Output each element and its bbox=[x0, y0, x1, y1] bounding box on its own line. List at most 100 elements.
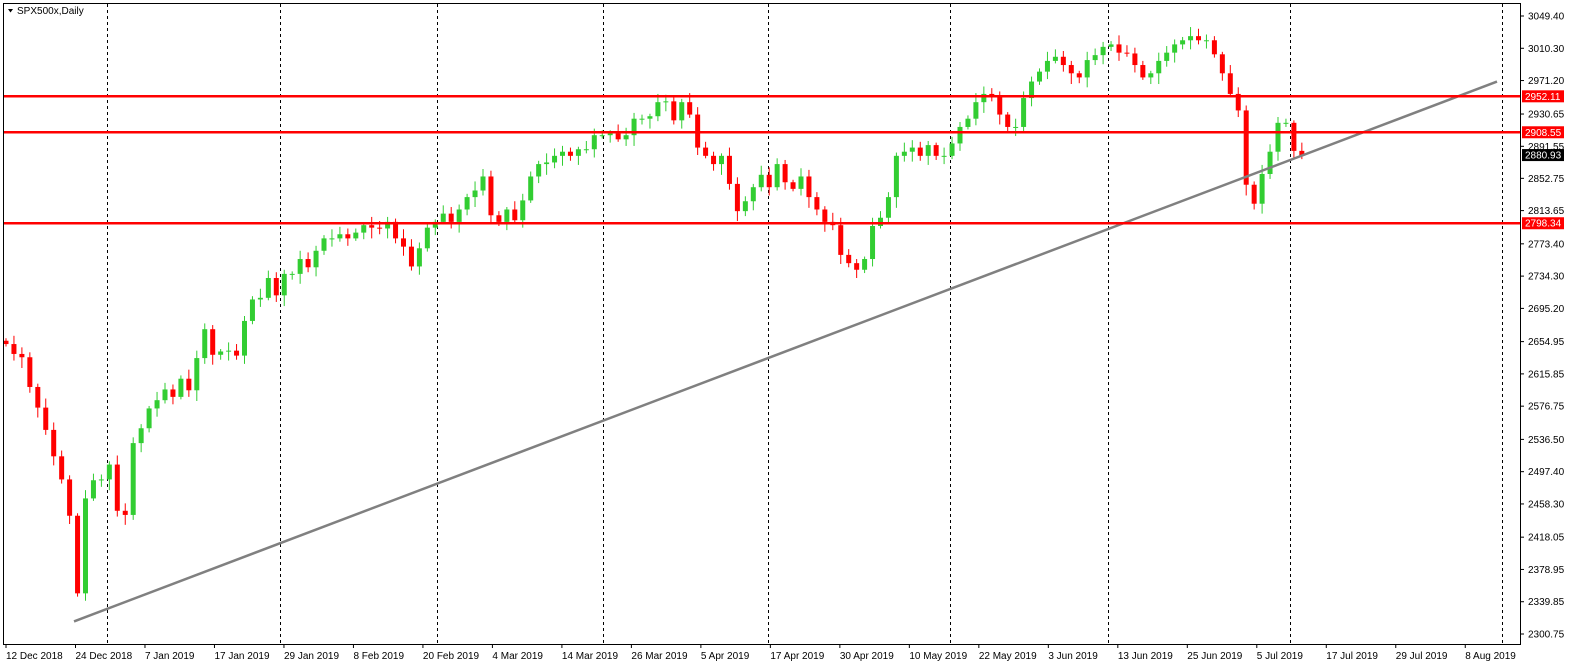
bull-candle bbox=[194, 358, 200, 391]
bull-candle bbox=[862, 259, 868, 270]
bear-candle bbox=[1116, 44, 1122, 53]
bear-candle bbox=[1076, 73, 1082, 78]
bull-candle bbox=[925, 145, 931, 156]
bear-candle bbox=[488, 176, 494, 216]
price-tick-label: 2458.30 bbox=[1528, 499, 1565, 510]
bear-candle bbox=[854, 263, 860, 270]
bull-candle bbox=[385, 221, 391, 229]
bear-candle bbox=[671, 101, 677, 121]
bear-candle bbox=[35, 386, 41, 408]
price-tick-label: 3010.30 bbox=[1528, 44, 1565, 55]
bear-candle bbox=[3, 340, 9, 345]
price-tick-label: 2339.85 bbox=[1528, 597, 1565, 608]
bull-candle bbox=[90, 480, 96, 499]
bear-candle bbox=[1235, 93, 1241, 111]
bull-candle bbox=[1267, 151, 1273, 174]
time-tick-label: 12 Dec 2018 bbox=[6, 651, 63, 662]
bear-candle bbox=[814, 197, 820, 210]
bull-candle bbox=[432, 221, 438, 228]
bear-candle bbox=[170, 389, 176, 397]
level-lines[interactable]: 2952.11 2908.55 2798.34 2880.93 bbox=[4, 90, 1564, 230]
price-axis[interactable]: 3049.40 3010.30 2971.20 2930.65 2891.55 2852.… bbox=[1520, 12, 1565, 641]
bull-candle bbox=[178, 378, 184, 397]
bull-candle bbox=[957, 126, 963, 144]
bear-candle bbox=[369, 225, 375, 228]
bear-candle bbox=[273, 278, 279, 296]
support-trendline[interactable] bbox=[73, 80, 1498, 623]
bear-candle bbox=[838, 225, 844, 255]
time-axis[interactable]: 12 Dec 2018 24 Dec 2018 7 Jan 2019 17 Jan 2… bbox=[5, 644, 1516, 662]
bear-candle bbox=[1068, 65, 1074, 74]
bear-candle bbox=[393, 221, 399, 239]
time-tick-label: 17 Jul 2019 bbox=[1326, 651, 1378, 662]
bear-candle bbox=[790, 182, 796, 189]
price-tick-label: 2695.20 bbox=[1528, 304, 1565, 315]
bull-candle bbox=[130, 443, 136, 515]
bear-candle bbox=[989, 93, 995, 96]
bull-candle bbox=[1021, 98, 1027, 127]
bull-candle bbox=[750, 187, 756, 202]
bull-candle bbox=[965, 118, 971, 127]
bull-candle bbox=[575, 149, 581, 156]
bull-candle bbox=[798, 176, 804, 189]
bull-candle bbox=[623, 135, 629, 140]
trendline-layer[interactable] bbox=[73, 80, 1498, 623]
bull-candle bbox=[1283, 122, 1289, 124]
bear-candle bbox=[782, 164, 788, 183]
dropdown-arrow-icon[interactable] bbox=[8, 9, 13, 13]
bear-candle bbox=[703, 147, 709, 156]
plot-frame bbox=[3, 3, 1521, 645]
time-tick-label: 5 Apr 2019 bbox=[701, 651, 750, 662]
bear-candle bbox=[122, 510, 128, 515]
level-price-tag-label: 2908.55 bbox=[1525, 128, 1562, 139]
bear-candle bbox=[1227, 73, 1233, 94]
bear-candle bbox=[1060, 56, 1066, 66]
bull-candle bbox=[870, 226, 876, 260]
bear-candle bbox=[75, 515, 81, 594]
bull-candle bbox=[106, 464, 112, 480]
bear-candle bbox=[377, 227, 383, 229]
bull-candle bbox=[98, 479, 104, 481]
bull-candle bbox=[1203, 40, 1209, 42]
time-tick-label: 29 Jul 2019 bbox=[1396, 651, 1448, 662]
bull-candle bbox=[631, 118, 637, 136]
candles bbox=[3, 27, 1305, 601]
price-tick-label: 2813.65 bbox=[1528, 206, 1565, 217]
bull-candle bbox=[313, 250, 319, 268]
bull-candle bbox=[1259, 173, 1265, 204]
bull-candle bbox=[1100, 46, 1106, 56]
bear-candle bbox=[1124, 52, 1130, 54]
time-tick-label: 29 Jan 2019 bbox=[284, 651, 339, 662]
bull-candle bbox=[552, 155, 558, 163]
bull-candle bbox=[1164, 52, 1170, 61]
price-tick-label: 2576.75 bbox=[1528, 402, 1565, 413]
bull-candle bbox=[257, 297, 263, 300]
bear-candle bbox=[11, 344, 17, 354]
bull-candle bbox=[1037, 71, 1042, 82]
bull-candle bbox=[1092, 55, 1098, 61]
bear-candle bbox=[1243, 110, 1249, 185]
bull-candle bbox=[249, 299, 255, 321]
time-tick-label: 3 Jun 2019 bbox=[1048, 651, 1098, 662]
bull-candle bbox=[329, 238, 335, 240]
bull-candle bbox=[242, 320, 247, 356]
bull-candle bbox=[520, 200, 526, 221]
bull-candle bbox=[639, 118, 645, 120]
vertical-grid bbox=[107, 4, 1503, 644]
bear-candle bbox=[234, 350, 240, 356]
bull-candle bbox=[536, 164, 542, 177]
bull-candle bbox=[655, 102, 661, 117]
bull-candle bbox=[464, 197, 470, 210]
bull-candle bbox=[679, 102, 685, 121]
price-tick-label: 2418.05 bbox=[1528, 533, 1565, 544]
bear-candle bbox=[1132, 53, 1138, 66]
price-tick-label: 2891.55 bbox=[1528, 142, 1565, 153]
bear-candle bbox=[345, 234, 351, 239]
time-tick-label: 17 Apr 2019 bbox=[770, 651, 824, 662]
bull-candle bbox=[949, 143, 955, 156]
bull-candle bbox=[1188, 36, 1194, 41]
bull-candle bbox=[663, 101, 669, 103]
bear-candle bbox=[305, 259, 311, 268]
bull-candle bbox=[591, 135, 597, 150]
